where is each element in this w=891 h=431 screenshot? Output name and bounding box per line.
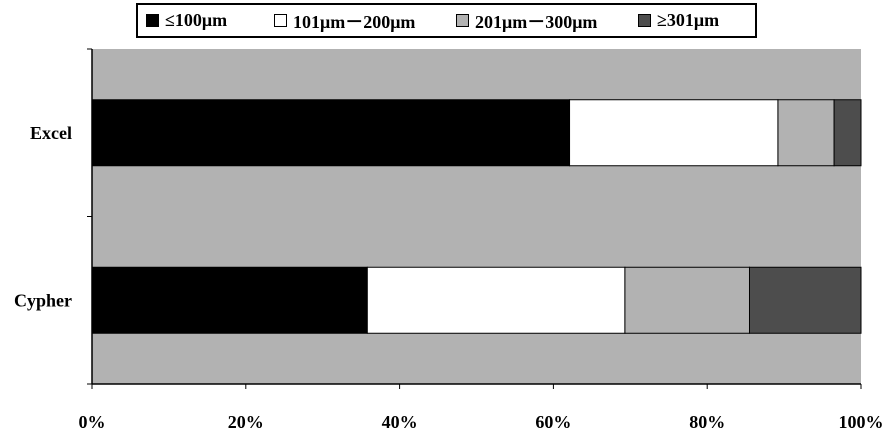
category-label: Excel	[30, 123, 72, 143]
legend-label: ≥301μm	[657, 10, 720, 30]
legend-item: ≥301μm	[638, 5, 719, 36]
bar-segment	[624, 266, 750, 334]
bar-segment	[366, 266, 626, 334]
x-tick-label: 80%	[689, 412, 725, 431]
legend-item: 101μm－200μm	[274, 5, 415, 36]
category-label: Cypher	[14, 290, 72, 310]
bar-segment	[569, 99, 779, 167]
bar-segment	[833, 99, 862, 167]
x-tick-label: 60%	[535, 412, 571, 431]
legend-swatch	[456, 14, 469, 27]
legend-label: ≤100μm	[165, 10, 228, 30]
bar-segment	[91, 99, 571, 167]
legend-label: 101μm－200μm	[293, 11, 416, 32]
bar-segment	[777, 99, 835, 167]
bar-segment	[91, 266, 368, 334]
legend-swatch	[146, 14, 159, 27]
legend-item: ≤100μm	[146, 5, 227, 36]
legend-swatch	[638, 14, 651, 27]
x-tick-label: 0%	[79, 412, 106, 431]
x-tick-label: 20%	[228, 412, 264, 431]
x-tick-label: 40%	[382, 412, 418, 431]
legend-swatch	[274, 14, 287, 27]
legend: ≤100μm 101μm－200μm 201μm－300μm ≥301μm	[136, 3, 757, 38]
bar-segment	[748, 266, 862, 334]
x-tick-label: 100%	[839, 412, 884, 431]
legend-label: 201μm－300μm	[475, 11, 598, 32]
legend-item: 201μm－300μm	[456, 5, 597, 36]
